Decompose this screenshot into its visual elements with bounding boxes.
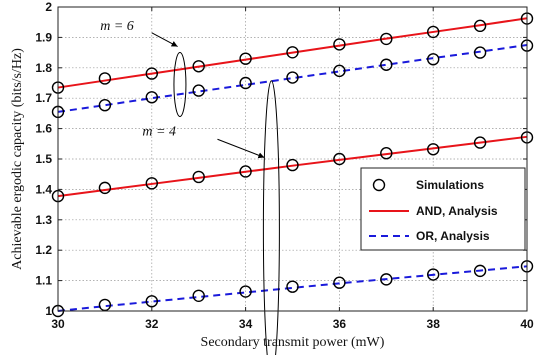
annotation-m6: m = 6 [100, 19, 134, 34]
simulation-point [98, 98, 112, 112]
simulation-point [333, 64, 346, 78]
x-tick-label: 34 [239, 317, 253, 331]
simulation-point [427, 25, 440, 39]
simulation-point [98, 181, 112, 195]
simulation-point [473, 264, 487, 278]
annotation-arrow-m4 [217, 138, 265, 159]
y-axis-title: Achievable ergodic capacity (bits/s/Hz) [10, 48, 25, 270]
simulation-point [333, 152, 346, 166]
x-axis-title: Secondary transmit power (mW) [201, 335, 385, 350]
y-tick-label: 1 [45, 304, 52, 318]
simulation-point [145, 67, 159, 80]
annotations: m = 6 m = 4 [100, 19, 280, 360]
simulation-point [380, 273, 393, 286]
simulation-point [333, 276, 346, 289]
legend-box [360, 167, 526, 251]
simulation-point [239, 165, 252, 178]
simulation-point [427, 268, 440, 281]
simulation-point [333, 38, 346, 51]
x-tick-label: 40 [520, 317, 534, 331]
x-tick-label: 32 [145, 317, 159, 331]
legend-label: OR, Analysis [416, 229, 490, 243]
simulation-point [192, 84, 205, 97]
series-line [57, 17, 528, 89]
x-tick-label: 36 [333, 317, 347, 331]
simulation-point [380, 147, 393, 160]
y-tick-label: 1.2 [35, 243, 52, 257]
simulation-point [427, 143, 440, 156]
simulation-point [145, 177, 159, 190]
legend-label: Simulations [416, 178, 484, 192]
simulation-point [239, 52, 252, 65]
simulation-point [286, 71, 299, 84]
simulation-point [286, 158, 299, 172]
simulation-point [98, 298, 112, 312]
legend-marker-simulations [372, 178, 386, 192]
y-tick-label: 1.4 [35, 182, 52, 196]
y-tick-label: 1.8 [35, 61, 52, 75]
annotation-arrow-m6 [151, 32, 178, 47]
legend-label: AND, Analysis [416, 204, 498, 218]
x-tick-label: 30 [51, 317, 65, 331]
simulation-point [192, 170, 205, 184]
series-line [57, 44, 528, 113]
simulation-point [473, 19, 487, 33]
simulation-point [380, 32, 393, 46]
series-line [57, 265, 528, 312]
simulation-point [286, 280, 299, 293]
legend: Simulations AND, Analysis OR, Analysis [360, 167, 526, 251]
annotation-ellipse-m4 [262, 80, 280, 360]
series-line [57, 135, 528, 198]
simulation-point [239, 76, 252, 90]
y-tick-label: 1.7 [35, 91, 52, 105]
simulation-point [192, 289, 205, 302]
simulation-point [380, 58, 393, 71]
y-tick-label: 1.9 [35, 30, 52, 44]
simulation-point [473, 136, 487, 149]
simulation-point [286, 46, 299, 59]
simulation-point [192, 60, 205, 73]
y-tick-label: 1.3 [35, 213, 52, 227]
simulation-point [145, 91, 159, 104]
annotation-ellipse-m6 [173, 52, 187, 118]
simulation-point [239, 285, 252, 298]
x-tick-label: 38 [427, 317, 441, 331]
simulation-point [427, 53, 440, 66]
y-tick-label: 1.5 [35, 152, 52, 166]
y-tick-label: 1.6 [35, 122, 52, 136]
y-tick-label: 1.1 [35, 274, 52, 288]
simulation-point [145, 295, 159, 308]
simulation-point [98, 72, 112, 85]
annotation-m4: m = 4 [142, 124, 176, 139]
y-tick-label: 2 [45, 0, 52, 14]
simulation-point [473, 46, 487, 59]
simulation-markers [51, 12, 534, 318]
tick-labels: 30 32 34 36 38 40 1 1.1 1.2 1.3 1.4 1.5 1.6 1.7 1.8 1.9… [35, 0, 534, 331]
series-lines [57, 17, 528, 312]
